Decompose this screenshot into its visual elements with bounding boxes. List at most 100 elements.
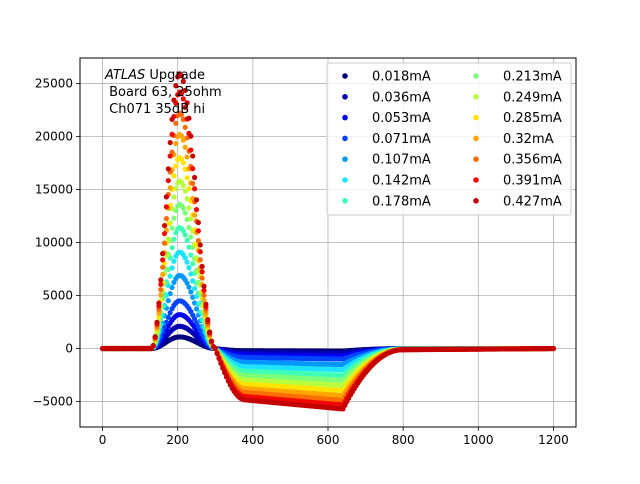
legend-entry: 0.213mA <box>473 70 562 85</box>
data-point <box>203 301 209 307</box>
data-point <box>167 310 173 316</box>
data-point <box>190 153 196 159</box>
x-tick-label: 1200 <box>538 433 569 447</box>
data-point <box>180 182 186 189</box>
data-point <box>186 284 192 290</box>
data-point <box>165 236 171 242</box>
legend-label: 0.036mA <box>372 90 431 105</box>
data-point <box>193 306 200 312</box>
data-point <box>169 116 175 122</box>
data-point <box>188 252 194 258</box>
data-point <box>173 141 179 147</box>
x-tick-label: 200 <box>166 433 189 447</box>
legend-marker <box>342 198 348 204</box>
axis-ticks: 0 200 400 600 800 1000 1200 −5000 0 5000 10000 1500… <box>32 76 568 447</box>
data-point <box>180 228 186 234</box>
legend-marker <box>473 73 479 79</box>
legend-marker <box>342 156 348 162</box>
legend-label: 0.356mA <box>503 153 562 168</box>
data-point <box>205 316 211 323</box>
legend-marker <box>342 94 348 100</box>
legend: 0.018mA 0.036mA 0.053mA 0.071mA 0.107mA 0.142… <box>326 62 572 216</box>
data-point <box>171 258 177 264</box>
annotation-line3: Ch071 35dB hi <box>105 102 205 117</box>
data-point <box>160 251 166 257</box>
data-point <box>199 263 205 269</box>
data-point <box>161 324 168 330</box>
data-point <box>193 207 200 213</box>
y-tick-label: 10000 <box>35 236 73 250</box>
data-point <box>178 156 185 162</box>
data-point <box>160 257 166 263</box>
data-point <box>173 83 179 89</box>
data-point <box>190 278 196 284</box>
annotation-text: ATLAS Upgrade Board 63, 25ohm Ch071 35dB… <box>104 68 226 117</box>
data-point <box>182 144 188 150</box>
data-point <box>156 300 162 306</box>
y-tick-label: 20000 <box>35 129 73 143</box>
data-point <box>201 287 207 294</box>
legend-entry: 0.036mA <box>342 90 431 105</box>
legend-label: 0.071mA <box>372 132 431 147</box>
legend-label: 0.053mA <box>372 111 431 126</box>
data-point <box>186 205 192 211</box>
legend-marker <box>473 135 479 142</box>
data-point <box>158 277 164 283</box>
data-point <box>169 131 175 137</box>
data-point <box>178 73 185 79</box>
data-point <box>182 232 188 238</box>
data-point <box>167 153 173 159</box>
data-point <box>188 289 194 295</box>
series-0.427mA <box>99 71 557 412</box>
data-point <box>163 194 170 200</box>
legend-marker <box>473 156 479 162</box>
data-point <box>184 196 190 202</box>
data-point <box>192 174 198 181</box>
data-point <box>167 185 173 191</box>
data-point <box>184 259 190 265</box>
data-point <box>199 275 205 281</box>
data-point <box>222 370 228 376</box>
data-point <box>180 96 186 102</box>
data-point <box>182 255 188 261</box>
data-point <box>161 231 168 237</box>
data-point <box>208 338 215 344</box>
data-point <box>193 242 200 248</box>
data-point <box>190 166 196 172</box>
data-point <box>192 285 198 292</box>
data-point <box>173 163 179 169</box>
data-point <box>186 265 192 271</box>
legend-box <box>326 62 572 216</box>
x-tick-label: 400 <box>241 433 264 447</box>
legend-label: 0.018mA <box>372 70 431 85</box>
data-point <box>195 228 201 234</box>
legend-label: 0.107mA <box>372 153 431 168</box>
legend-label: 0.391mA <box>503 174 562 189</box>
annotation-line2: Board 63, 25ohm <box>105 85 222 100</box>
data-point <box>180 160 186 166</box>
legend-entry: 0.285mA <box>473 111 562 126</box>
data-point <box>201 283 207 289</box>
data-point <box>195 237 201 244</box>
data-point <box>158 281 164 287</box>
data-point <box>154 319 160 325</box>
data-point <box>182 124 188 130</box>
data-point <box>169 225 175 231</box>
data-point <box>178 133 185 139</box>
data-point <box>150 342 156 349</box>
legend-entry: 0.427mA <box>473 194 562 209</box>
data-point <box>216 355 222 362</box>
data-point <box>171 173 177 179</box>
legend-entry: 0.071mA <box>342 132 431 147</box>
data-point <box>212 345 218 352</box>
data-point <box>207 329 213 335</box>
data-point <box>169 245 175 251</box>
annotation-line1-rest: Upgrade <box>145 68 205 83</box>
legend-entry: 0.32mA <box>473 132 554 147</box>
data-point <box>190 261 196 267</box>
data-point <box>214 350 220 357</box>
legend-entry: 0.142mA <box>342 174 431 189</box>
legend-label: 0.285mA <box>503 111 562 126</box>
